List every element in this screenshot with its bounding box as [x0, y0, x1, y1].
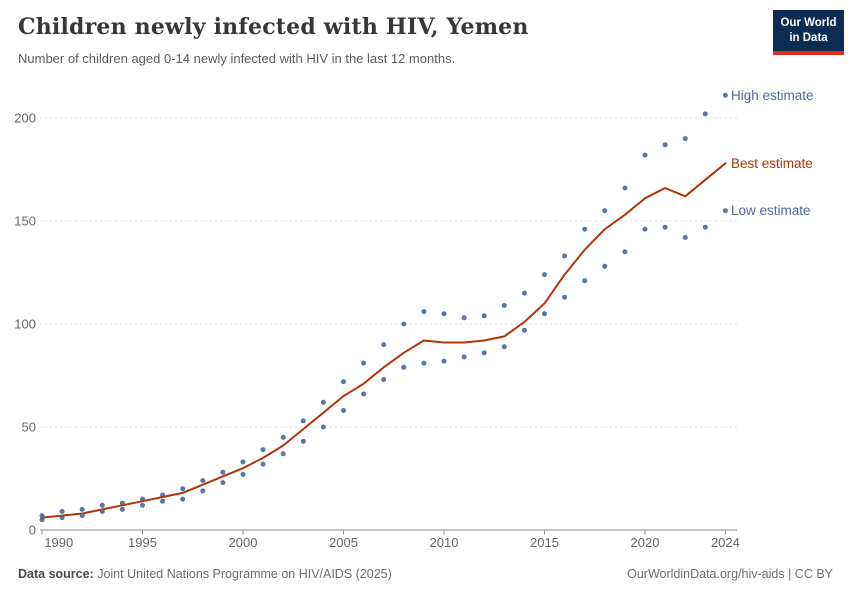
data-point-high-estimate[interactable] [220, 469, 226, 475]
series-label-low-estimate[interactable]: Low estimate [731, 203, 811, 218]
data-point-low-estimate[interactable] [220, 480, 226, 486]
data-point-high-estimate[interactable] [722, 92, 728, 98]
data-point-low-estimate[interactable] [200, 488, 206, 494]
data-point-low-estimate[interactable] [59, 515, 65, 521]
data-point-high-estimate[interactable] [341, 379, 346, 385]
data-point-low-estimate[interactable] [481, 350, 487, 356]
data-point-low-estimate[interactable] [441, 358, 447, 364]
page-title: Children newly infected with HIV, Yemen [18, 14, 529, 40]
data-point-low-estimate[interactable] [461, 354, 467, 360]
data-point-low-estimate[interactable] [682, 235, 688, 240]
x-tick-label: 2010 [430, 535, 459, 550]
data-point-high-estimate[interactable] [642, 152, 648, 158]
y-tick-label: 0 [29, 523, 36, 538]
data-point-low-estimate[interactable] [240, 471, 246, 477]
data-point-low-estimate[interactable] [622, 249, 628, 255]
data-point-low-estimate[interactable] [119, 506, 125, 512]
data-point-low-estimate[interactable] [722, 208, 728, 214]
data-point-high-estimate[interactable] [99, 502, 105, 508]
data-source-text: Joint United Nations Programme on HIV/AI… [93, 567, 392, 581]
x-tick-label: 1995 [128, 535, 157, 550]
data-point-low-estimate[interactable] [562, 294, 568, 300]
data-point-high-estimate[interactable] [562, 253, 568, 259]
data-point-high-estimate[interactable] [421, 309, 427, 315]
data-point-high-estimate[interactable] [702, 111, 708, 117]
y-tick-label: 100 [14, 317, 36, 332]
data-point-low-estimate[interactable] [341, 408, 346, 413]
data-source-note: Data source: Joint United Nations Progra… [18, 567, 392, 581]
data-point-high-estimate[interactable] [602, 208, 608, 214]
footer-citation-link[interactable]: OurWorldinData.org/hiv-aids | CC BY [627, 567, 833, 581]
data-point-low-estimate[interactable] [99, 509, 105, 514]
x-tick-label: 2000 [229, 535, 258, 550]
owid-logo-line1: Our World [780, 17, 837, 29]
x-tick-label: 1990 [44, 535, 73, 550]
series-label-best-estimate[interactable]: Best estimate [731, 156, 813, 171]
data-point-low-estimate[interactable] [361, 391, 367, 397]
data-point-low-estimate[interactable] [421, 360, 427, 366]
data-point-high-estimate[interactable] [401, 321, 407, 327]
data-point-low-estimate[interactable] [39, 517, 45, 523]
chart-subtitle: Number of children aged 0-14 newly infec… [18, 51, 456, 66]
data-point-high-estimate[interactable] [501, 303, 507, 308]
data-point-low-estimate[interactable] [702, 224, 708, 230]
data-point-high-estimate[interactable] [622, 185, 628, 191]
data-point-high-estimate[interactable] [381, 342, 387, 348]
x-tick-label: 2015 [530, 535, 559, 550]
y-tick-label: 50 [22, 420, 36, 435]
data-point-low-estimate[interactable] [602, 263, 608, 269]
data-point-high-estimate[interactable] [59, 509, 65, 514]
x-tick-label: 2005 [329, 535, 358, 550]
data-point-high-estimate[interactable] [200, 478, 206, 484]
series-label-high-estimate[interactable]: High estimate [731, 88, 814, 103]
data-point-high-estimate[interactable] [280, 434, 286, 440]
data-point-low-estimate[interactable] [160, 498, 166, 504]
data-point-high-estimate[interactable] [461, 315, 467, 321]
data-point-low-estimate[interactable] [320, 424, 326, 430]
data-point-low-estimate[interactable] [300, 438, 306, 444]
data-point-low-estimate[interactable] [662, 224, 668, 230]
data-point-low-estimate[interactable] [180, 496, 186, 502]
data-point-high-estimate[interactable] [682, 136, 688, 142]
y-tick-label: 150 [14, 214, 36, 229]
data-point-high-estimate[interactable] [521, 290, 527, 296]
data-point-high-estimate[interactable] [662, 142, 668, 148]
x-tick-label: 2024 [711, 535, 740, 550]
data-point-low-estimate[interactable] [260, 461, 266, 467]
data-point-high-estimate[interactable] [320, 399, 326, 405]
data-point-low-estimate[interactable] [79, 513, 85, 519]
data-point-high-estimate[interactable] [79, 506, 85, 512]
data-point-low-estimate[interactable] [501, 344, 507, 350]
data-point-low-estimate[interactable] [542, 311, 547, 317]
data-point-low-estimate[interactable] [521, 327, 527, 333]
owid-logo-line2: in Data [789, 31, 828, 44]
series-line-best-estimate [41, 162, 727, 519]
data-point-high-estimate[interactable] [300, 418, 306, 424]
data-point-high-estimate[interactable] [361, 360, 367, 366]
data-point-high-estimate[interactable] [240, 459, 246, 465]
data-point-high-estimate[interactable] [260, 447, 266, 453]
data-point-low-estimate[interactable] [140, 502, 145, 508]
data-point-low-estimate[interactable] [401, 364, 407, 370]
data-point-low-estimate[interactable] [381, 377, 387, 383]
data-point-high-estimate[interactable] [481, 313, 487, 319]
data-point-high-estimate[interactable] [180, 486, 186, 492]
data-point-high-estimate[interactable] [582, 226, 588, 232]
data-point-low-estimate[interactable] [280, 451, 286, 457]
owid-logo[interactable]: Our World in Data [773, 10, 844, 55]
data-point-high-estimate[interactable] [542, 272, 547, 278]
x-tick-label: 2020 [631, 535, 660, 550]
data-point-low-estimate[interactable] [642, 226, 648, 232]
data-source-label: Data source: [18, 567, 94, 581]
data-point-low-estimate[interactable] [582, 278, 588, 284]
data-point-high-estimate[interactable] [441, 311, 447, 317]
y-tick-label: 200 [14, 111, 36, 126]
